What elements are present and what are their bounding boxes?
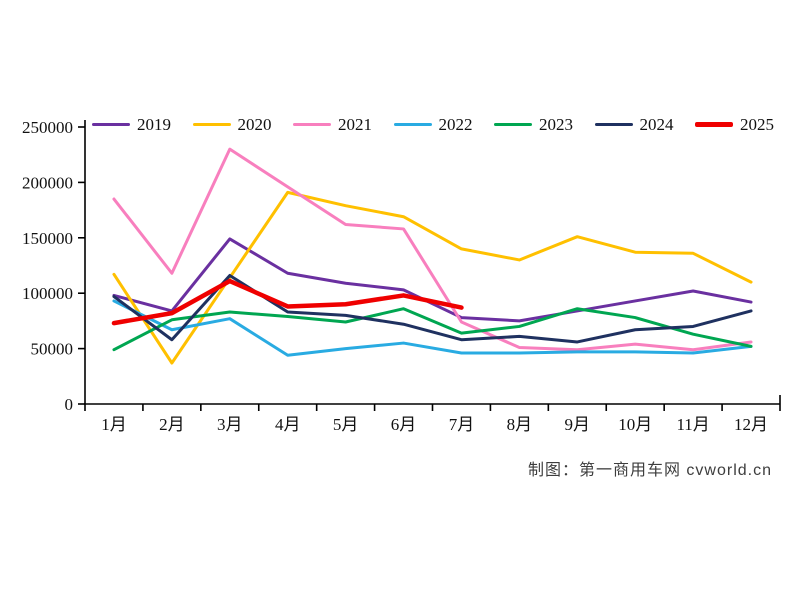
y-tick-label: 250000 [22,118,73,137]
legend-item-2020: 2020 [192,115,272,134]
x-tick-label: 1月 [101,415,127,434]
x-tick-label: 10月 [618,415,652,434]
series-line-2023 [112,307,753,352]
series-line-2022 [112,299,753,357]
legend-swatch-2021 [293,122,331,127]
y-tick-label: 0 [65,395,74,414]
x-tick-label: 6月 [391,415,417,434]
x-tick-label: 3月 [217,415,243,434]
chart-legend: 2019 2020 2021 2022 2023 2024 2025 [92,116,774,133]
legend-swatch-2024 [594,122,633,127]
legend-item-2024: 2024 [594,115,674,134]
legend-item-2025: 2025 [695,116,774,133]
series-line-2025 [111,278,464,326]
legend-swatch-2019 [92,122,130,127]
legend-item-2019: 2019 [92,116,171,133]
legend-swatch-2022 [393,122,432,127]
legend-label: 2022 [438,115,473,134]
legend-label: 2019 [137,115,171,134]
legend-item-2022: 2022 [393,115,473,134]
y-tick-label: 50000 [31,340,74,359]
line-chart: 0 50000 100000 150000 200000 250000 1月 2月 3月 4月 5月… [22,118,781,434]
x-tick-label: 9月 [565,415,591,434]
x-tick-label: 11月 [676,415,709,434]
legend-item-2023: 2023 [494,116,573,133]
legend-item-2021: 2021 [293,116,372,133]
legend-label: 2020 [237,115,272,134]
x-tick-label: 8月 [507,415,533,434]
x-tick-label: 4月 [275,415,301,434]
legend-label: 2024 [639,115,674,134]
x-tick-label: 7月 [449,415,475,434]
legend-label: 2023 [539,115,573,134]
legend-label: 2021 [338,115,372,134]
legend-swatch-2023 [494,122,532,127]
y-tick-label: 200000 [22,173,73,192]
chart-source-caption: 制图：第一商用车网 cvworld.cn [527,462,772,479]
x-tick-label: 5月 [333,415,359,434]
legend-swatch-2020 [192,122,231,127]
y-tick-label: 100000 [22,284,73,303]
series-line-2020 [112,190,753,365]
series-line-2021 [112,147,753,352]
legend-swatch-2025 [695,122,733,127]
x-tick-label: 2月 [159,415,185,434]
legend-label: 2025 [740,115,774,134]
y-tick-label: 150000 [22,229,73,248]
x-tick-label: 12月 [734,415,768,434]
